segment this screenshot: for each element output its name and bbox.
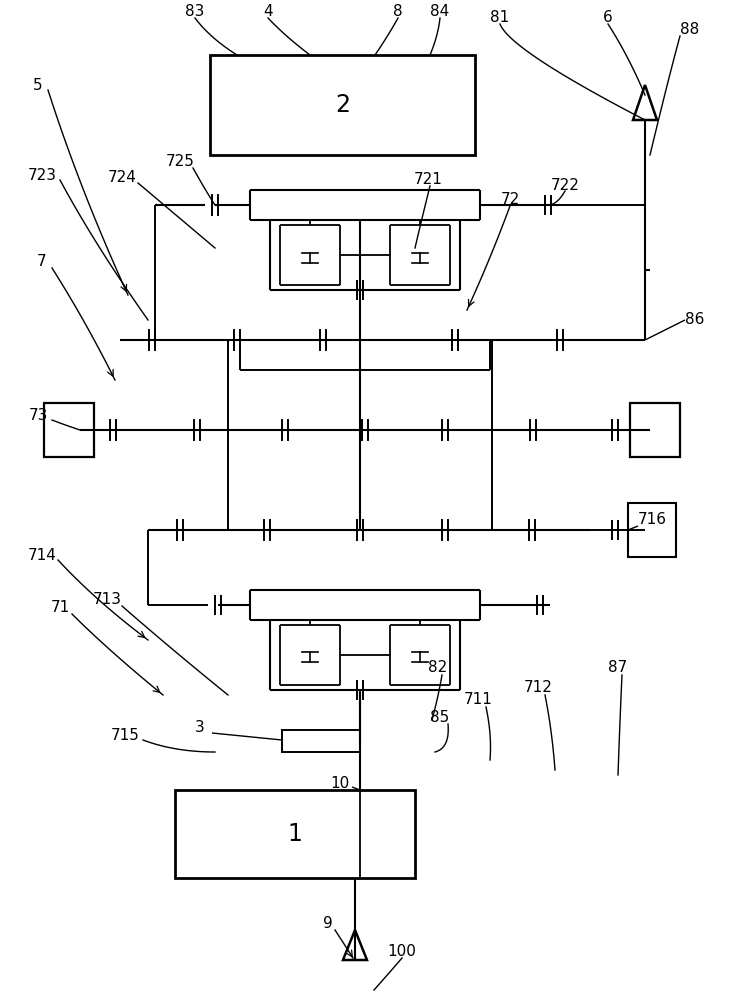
Text: 6: 6 (603, 10, 613, 25)
Bar (175, 790, 415, 878)
Text: 2: 2 (335, 93, 350, 117)
Text: 4: 4 (264, 4, 273, 19)
Text: 82: 82 (429, 660, 447, 676)
Text: 723: 723 (28, 167, 56, 182)
Text: 713: 713 (93, 592, 121, 607)
Text: 721: 721 (414, 172, 442, 188)
Text: 85: 85 (431, 710, 450, 726)
Text: 724: 724 (107, 170, 137, 186)
Text: 73: 73 (28, 408, 47, 422)
Bar (44, 403, 94, 457)
Bar (282, 730, 360, 752)
Text: 8: 8 (393, 4, 403, 19)
Text: 10: 10 (331, 776, 350, 790)
Text: 3: 3 (195, 720, 205, 736)
Text: 716: 716 (638, 512, 667, 528)
Text: 86: 86 (685, 312, 704, 328)
Text: 87: 87 (608, 660, 628, 676)
Text: 81: 81 (491, 10, 510, 25)
Text: 714: 714 (28, 548, 56, 562)
Text: 72: 72 (500, 192, 520, 208)
Bar (630, 403, 680, 457)
Text: 715: 715 (110, 728, 139, 742)
Text: 7: 7 (37, 254, 47, 269)
Text: 100: 100 (388, 944, 416, 960)
Bar (628, 503, 676, 557)
Text: 1: 1 (288, 822, 302, 846)
Text: 712: 712 (523, 680, 553, 696)
Text: 5: 5 (33, 78, 43, 93)
Text: 711: 711 (464, 692, 493, 708)
Text: 725: 725 (166, 154, 194, 169)
Text: 9: 9 (323, 916, 333, 930)
Text: 88: 88 (680, 22, 699, 37)
Bar (210, 55, 475, 155)
Text: 722: 722 (550, 178, 580, 192)
Text: 84: 84 (431, 4, 450, 19)
Text: 71: 71 (50, 600, 69, 615)
Text: 83: 83 (185, 4, 204, 19)
